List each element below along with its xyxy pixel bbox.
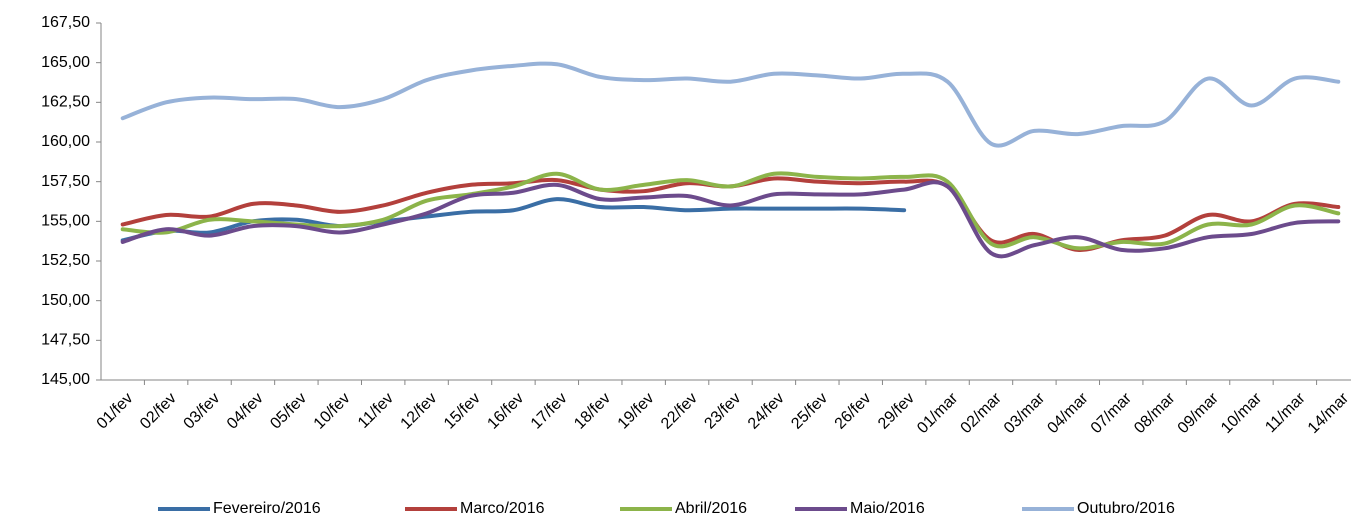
x-tick-label: 12/fev [398, 390, 441, 433]
x-tick-label: 01/fev [94, 390, 137, 433]
y-tick-label: 162,50 [41, 94, 90, 111]
legend-label: Marco/2016 [460, 500, 545, 517]
legend-label: Fevereiro/2016 [213, 500, 321, 517]
legend-label: Outubro/2016 [1077, 500, 1175, 517]
series-line [120, 176, 1341, 252]
y-tick-label: 147,50 [41, 332, 90, 349]
x-tick-label: 18/fev [571, 390, 614, 433]
x-tick-label: 05/fev [267, 390, 310, 433]
x-tick-label: 16/fev [484, 390, 527, 433]
x-tick-label: 17/fev [528, 390, 571, 433]
x-tick-label: 01/mar [914, 389, 962, 437]
y-tick-label: 152,50 [41, 252, 90, 269]
y-tick-label: 157,50 [41, 173, 90, 190]
y-tick-label: 155,00 [41, 213, 90, 230]
y-tick-label: 145,00 [41, 371, 90, 388]
y-tick-label: 160,00 [41, 133, 90, 150]
series-line [120, 180, 1341, 259]
y-tick-label: 165,00 [41, 54, 90, 71]
x-tick-label: 26/fev [832, 390, 875, 433]
x-tick-label: 03/mar [1001, 389, 1049, 437]
series-line [120, 61, 1341, 148]
x-tick-label: 10/mar [1218, 389, 1266, 437]
x-tick-label: 11/mar [1262, 389, 1309, 436]
x-tick-label: 15/fev [441, 390, 484, 433]
legend-label: Maio/2016 [850, 500, 925, 517]
x-tick-label: 03/fev [180, 390, 223, 433]
x-tick-label: 11/fev [355, 390, 397, 432]
y-tick-label: 150,00 [41, 292, 90, 309]
x-tick-label: 14/mar [1305, 389, 1351, 437]
x-tick-label: 10/fev [311, 390, 354, 433]
y-tick-label: 167,50 [41, 14, 90, 31]
x-tick-label: 08/mar [1131, 389, 1179, 437]
x-tick-label: 02/mar [958, 389, 1006, 437]
x-tick-label: 04/mar [1044, 389, 1092, 437]
legend-label: Abril/2016 [675, 500, 747, 517]
x-tick-label: 02/fev [137, 390, 180, 433]
x-tick-label: 29/fev [875, 390, 918, 433]
x-tick-label: 04/fev [224, 390, 267, 433]
x-tick-label: 25/fev [788, 390, 831, 433]
x-tick-label: 07/mar [1088, 389, 1136, 437]
x-tick-label: 19/fev [615, 390, 658, 433]
x-tick-label: 24/fev [745, 390, 788, 433]
x-tick-label: 09/mar [1175, 389, 1223, 437]
x-tick-label: 22/fev [658, 390, 701, 433]
series-line [120, 171, 1341, 251]
x-tick-label: 23/fev [701, 390, 744, 433]
